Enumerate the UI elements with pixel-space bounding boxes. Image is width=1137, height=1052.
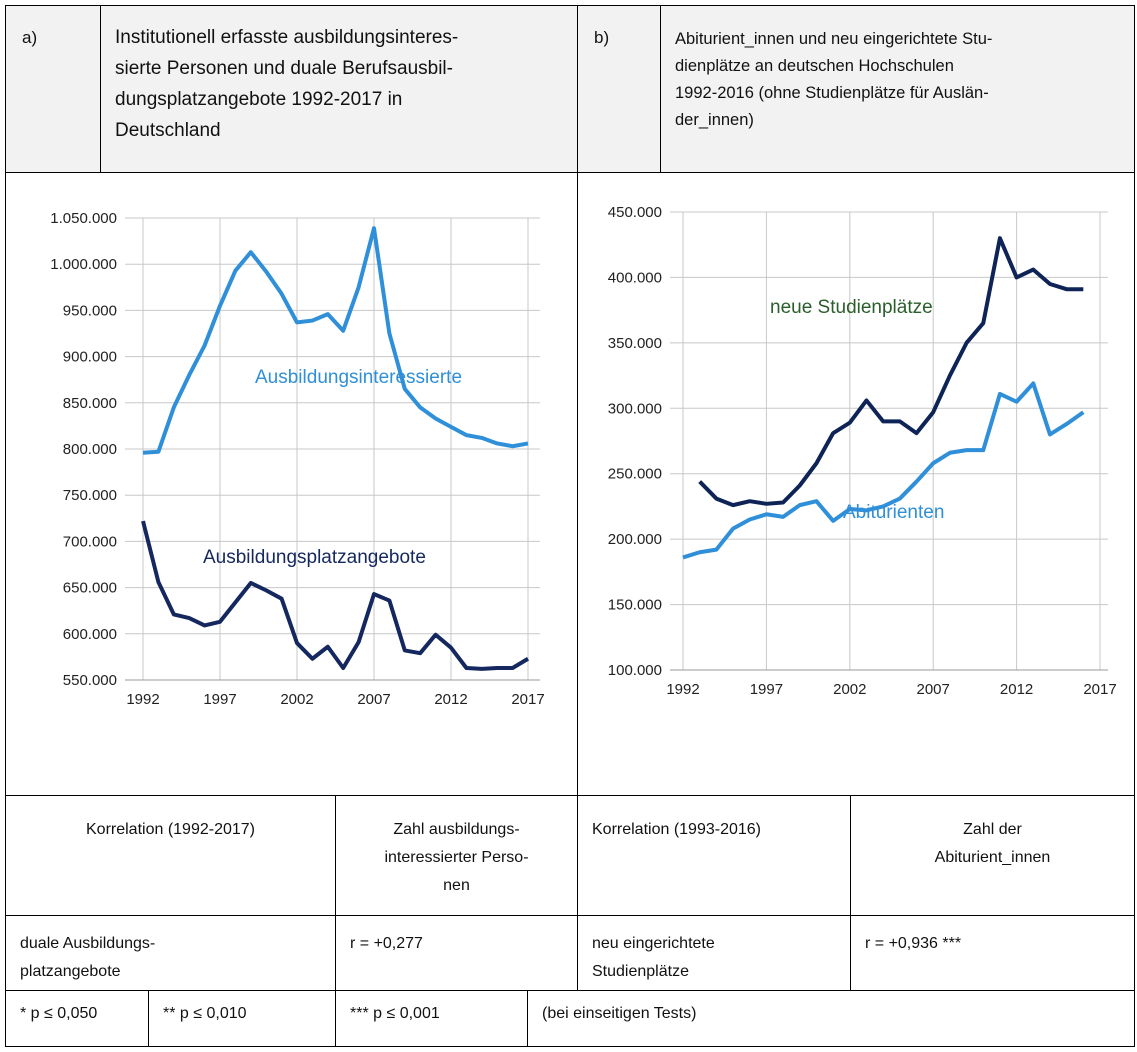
cell [577,172,1135,796]
cell: b) [577,5,661,173]
cell: a) [5,5,101,173]
title-line: dienplätze an deutschen Hochschulen [675,57,954,75]
cell: duale Ausbildungs- platzangebote [5,915,336,991]
title-line: dungsplatzangebote 1992-2017 in [115,89,403,110]
cell: Zahl der Abiturient_innen [850,795,1135,916]
text: Abiturient_innen [934,849,1051,866]
cell: neu eingerichtete Studienplätze [577,915,851,991]
cell: Abiturient_innen und neu eingerichtete S… [660,5,1135,173]
title-line: Institutionell erfasste ausbildungsinter… [115,27,459,48]
text: platzangebote [20,963,121,980]
text: r = +0,936 *** [865,935,962,952]
cell: (bei einseitigen Tests) [527,990,1135,1047]
text: *** p ≤ 0,001 [350,1005,440,1022]
text: Korrelation (1992-2017) [86,821,255,838]
cell: Zahl ausbildungs- interessierter Perso- … [335,795,578,916]
title-line: Abiturient_innen und neu eingerichtete S… [675,30,993,48]
title-line: 1992-2016 (ohne Studienplätze für Auslän… [675,84,989,102]
text: interessierter Perso- [384,849,529,866]
cell: Korrelation (1992-2017) [5,795,336,916]
cell: r = +0,277 [335,915,578,991]
label: b) [594,28,610,47]
text: ** p ≤ 0,010 [163,1005,247,1022]
text: duale Ausbildungs- [20,935,156,952]
title-line: der_innen) [675,111,754,129]
title-line: Deutschland [115,120,221,141]
text: Korrelation (1993-2016) [592,821,761,838]
label: a) [22,28,38,47]
text: neu eingerichtete [592,935,715,952]
text: r = +0,277 [350,935,423,952]
cell: * p ≤ 0,050 [5,990,149,1047]
cell: Korrelation (1993-2016) [577,795,851,916]
text: (bei einseitigen Tests) [542,1005,697,1022]
text: Studienplätze [592,963,689,980]
cell: Institutionell erfasste ausbildungsinter… [100,5,578,173]
cell: *** p ≤ 0,001 [335,990,528,1047]
cell: r = +0,936 *** [850,915,1135,991]
text: * p ≤ 0,050 [20,1005,98,1022]
cell [5,172,578,796]
text: Zahl ausbildungs- [393,821,520,838]
cell: ** p ≤ 0,010 [148,990,336,1047]
text: Zahl der [963,821,1022,838]
text: nen [443,877,470,894]
title-line: sierte Personen und duale Berufsausbil- [115,58,453,79]
